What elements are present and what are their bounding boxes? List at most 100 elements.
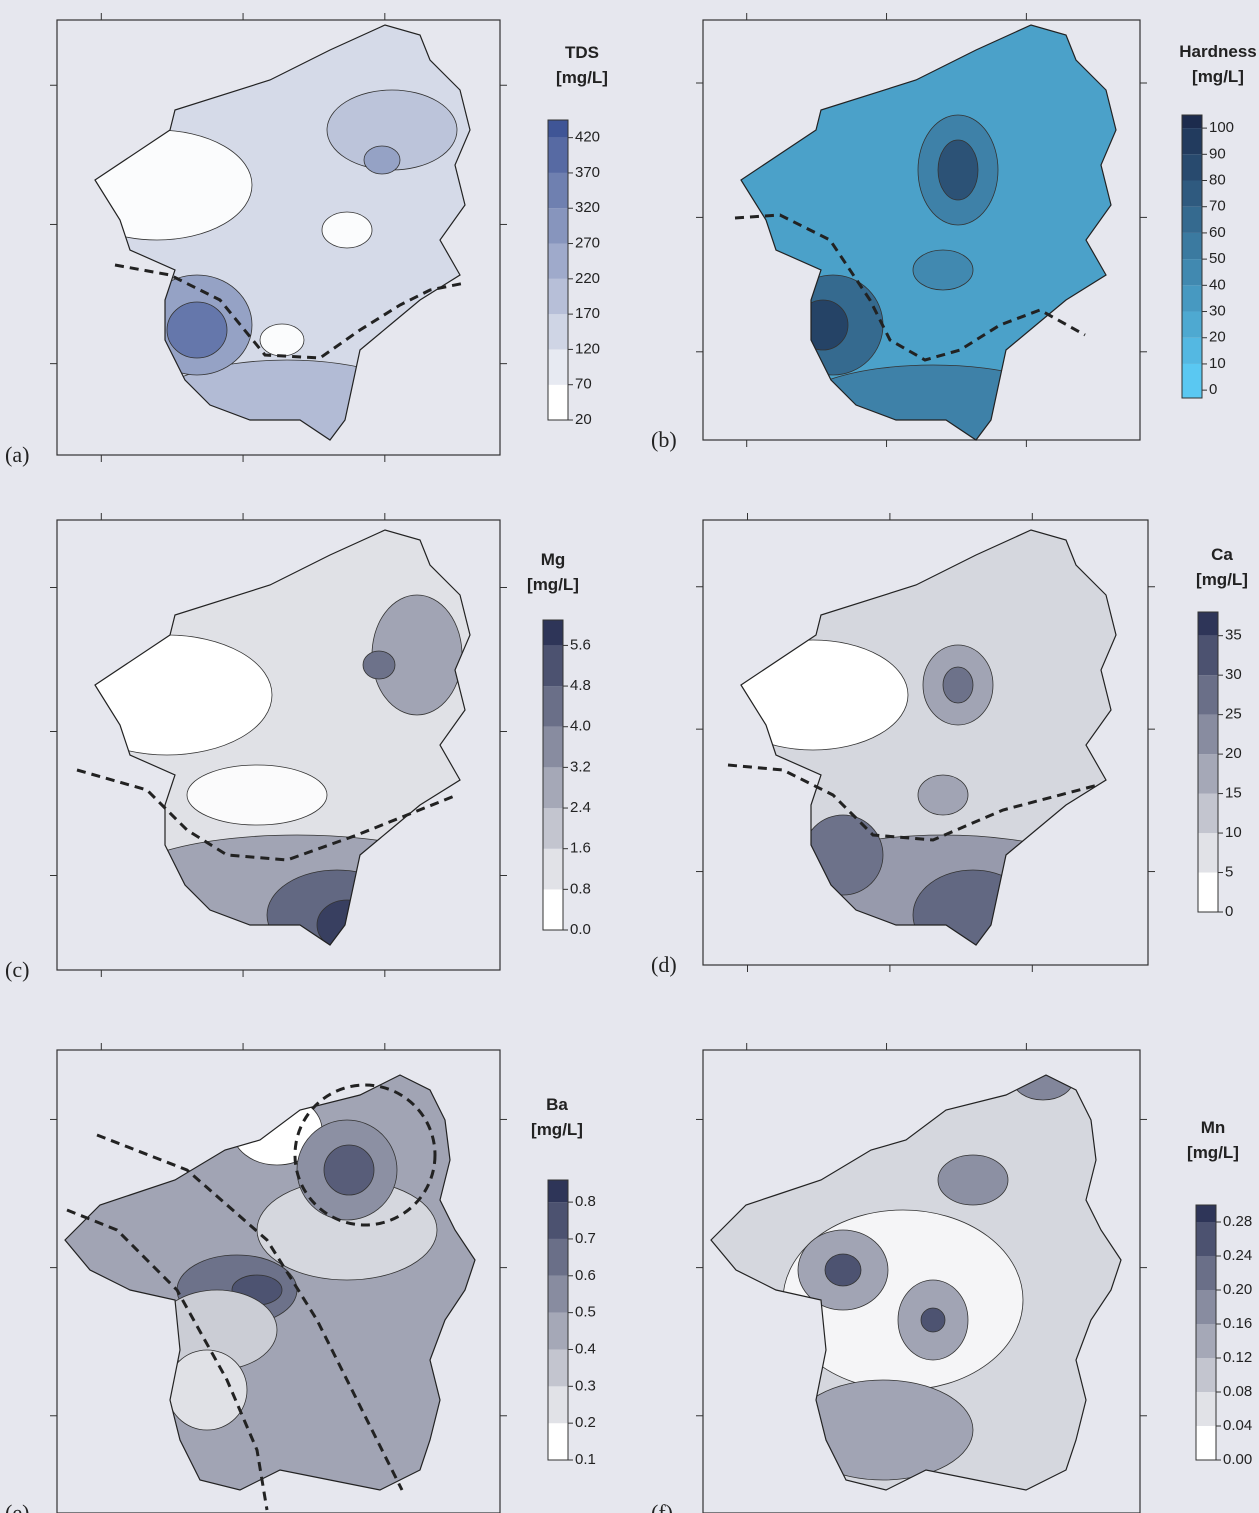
colorbar-band <box>543 808 563 849</box>
colorbar-band <box>1182 364 1202 398</box>
colorbar-tick-label: 0.12 <box>1223 1349 1252 1366</box>
colorbar-band <box>1196 1426 1216 1460</box>
colorbar-tick-label: 3.2 <box>570 758 591 775</box>
colorbar-title: Mn <box>1201 1118 1226 1137</box>
colorbar-tick-label: 120 <box>575 340 600 357</box>
colorbar-tick-label: 0.20 <box>1223 1281 1252 1298</box>
colorbar-tick-label: 0 <box>1209 381 1217 398</box>
colorbar-band <box>548 1313 568 1350</box>
colorbar-band <box>548 1386 568 1423</box>
colorbar-band <box>548 385 568 420</box>
colorbar-tick-label: 4.8 <box>570 677 591 694</box>
colorbar-tick-label: 60 <box>1209 224 1226 241</box>
colorbar-tick-label: 0.6 <box>575 1267 596 1284</box>
colorbar-tick-label: 0.2 <box>575 1414 596 1431</box>
colorbar-band <box>1196 1222 1216 1256</box>
colorbar-band <box>1196 1358 1216 1392</box>
colorbar-band <box>1182 154 1202 180</box>
contour-region <box>260 324 304 356</box>
contour-region <box>187 765 327 825</box>
panel-label: (e) <box>5 1500 29 1513</box>
colorbar-unit: [mg/L] <box>1192 67 1244 86</box>
figure: (a)TDS[mg/L]2070120170220270320370420(b)… <box>0 0 1259 1513</box>
colorbar-band <box>1196 1392 1216 1426</box>
panel-label: (c) <box>5 957 29 982</box>
colorbar-tick-label: 90 <box>1209 145 1226 162</box>
colorbar-band <box>548 1276 568 1313</box>
contour-region <box>938 140 978 200</box>
colorbar-tick-label: 30 <box>1225 666 1242 683</box>
colorbar-band <box>1198 833 1218 872</box>
colorbar-tick-label: 40 <box>1209 276 1226 293</box>
colorbar-band <box>548 208 568 243</box>
colorbar-tick-label: 1.6 <box>570 840 591 857</box>
colorbar-tick-label: 25 <box>1225 706 1242 723</box>
colorbar-band <box>1198 612 1218 636</box>
colorbar-band <box>543 849 563 890</box>
colorbar-unit: [mg/L] <box>531 1120 583 1139</box>
contour-region <box>938 1155 1008 1205</box>
colorbar-tick-label: 420 <box>575 129 600 146</box>
colorbar-title: Mg <box>541 550 566 569</box>
contour-region <box>324 1145 374 1195</box>
panel-label: (a) <box>5 442 29 467</box>
colorbar-tick-label: 35 <box>1225 627 1242 644</box>
colorbar-band <box>1182 285 1202 311</box>
colorbar-band <box>543 686 563 727</box>
colorbar-band <box>1198 794 1218 833</box>
colorbar-tick-label: 0.7 <box>575 1230 596 1247</box>
panel-label: (b) <box>651 427 677 452</box>
colorbar-tick-label: 70 <box>575 376 592 393</box>
colorbar-unit: [mg/L] <box>556 68 608 87</box>
colorbar-band <box>548 244 568 279</box>
colorbar-band <box>548 173 568 208</box>
colorbar-tick-label: 0.04 <box>1223 1417 1252 1434</box>
colorbar-band <box>543 620 563 645</box>
colorbar-tick-label: 70 <box>1209 198 1226 215</box>
colorbar-band <box>543 889 563 930</box>
colorbar-tick-label: 0.4 <box>575 1340 596 1357</box>
contour-region <box>364 146 400 174</box>
colorbar-band <box>548 1239 568 1276</box>
colorbar-title: Ba <box>546 1095 568 1114</box>
colorbar-unit: [mg/L] <box>527 575 579 594</box>
colorbar-unit: [mg/L] <box>1187 1143 1239 1162</box>
colorbar-tick-label: 0.08 <box>1223 1383 1252 1400</box>
colorbar-band <box>1196 1256 1216 1290</box>
colorbar-band <box>1182 233 1202 259</box>
colorbar-tick-label: 0.24 <box>1223 1247 1252 1264</box>
colorbar-tick-label: 30 <box>1209 302 1226 319</box>
colorbar-tick-label: 15 <box>1225 785 1242 802</box>
colorbar-band <box>1182 338 1202 364</box>
colorbar-band <box>1198 754 1218 793</box>
colorbar-tick-label: 0 <box>1225 903 1233 920</box>
colorbar-band <box>1182 259 1202 285</box>
colorbar-band <box>543 767 563 808</box>
contour-region <box>913 250 973 290</box>
contour-region <box>918 775 968 815</box>
colorbar-tick-label: 0.28 <box>1223 1213 1252 1230</box>
panel-label: (d) <box>651 952 677 977</box>
contour-region <box>921 1308 945 1332</box>
panel-label: (f) <box>651 1500 673 1513</box>
contour-region <box>322 212 372 248</box>
colorbar-tick-label: 220 <box>575 270 600 287</box>
colorbar-tick-label: 10 <box>1225 824 1242 841</box>
colorbar-band <box>1182 115 1202 128</box>
colorbar-tick-label: 20 <box>1209 329 1226 346</box>
colorbar-band <box>1196 1324 1216 1358</box>
colorbar-tick-label: 0.0 <box>570 921 591 938</box>
colorbar-unit: [mg/L] <box>1196 570 1248 589</box>
colorbar-band <box>548 138 568 173</box>
colorbar-band <box>548 349 568 384</box>
colorbar-band <box>1182 181 1202 207</box>
colorbar-band <box>548 279 568 314</box>
colorbar-tick-label: 0.16 <box>1223 1315 1252 1332</box>
colorbar-tick-label: 5 <box>1225 863 1233 880</box>
colorbar-band <box>1198 675 1218 714</box>
colorbar-tick-label: 10 <box>1209 355 1226 372</box>
colorbar-tick-label: 100 <box>1209 119 1234 136</box>
colorbar-band <box>548 1423 568 1460</box>
colorbar-band <box>1182 128 1202 154</box>
colorbar-band <box>548 314 568 349</box>
